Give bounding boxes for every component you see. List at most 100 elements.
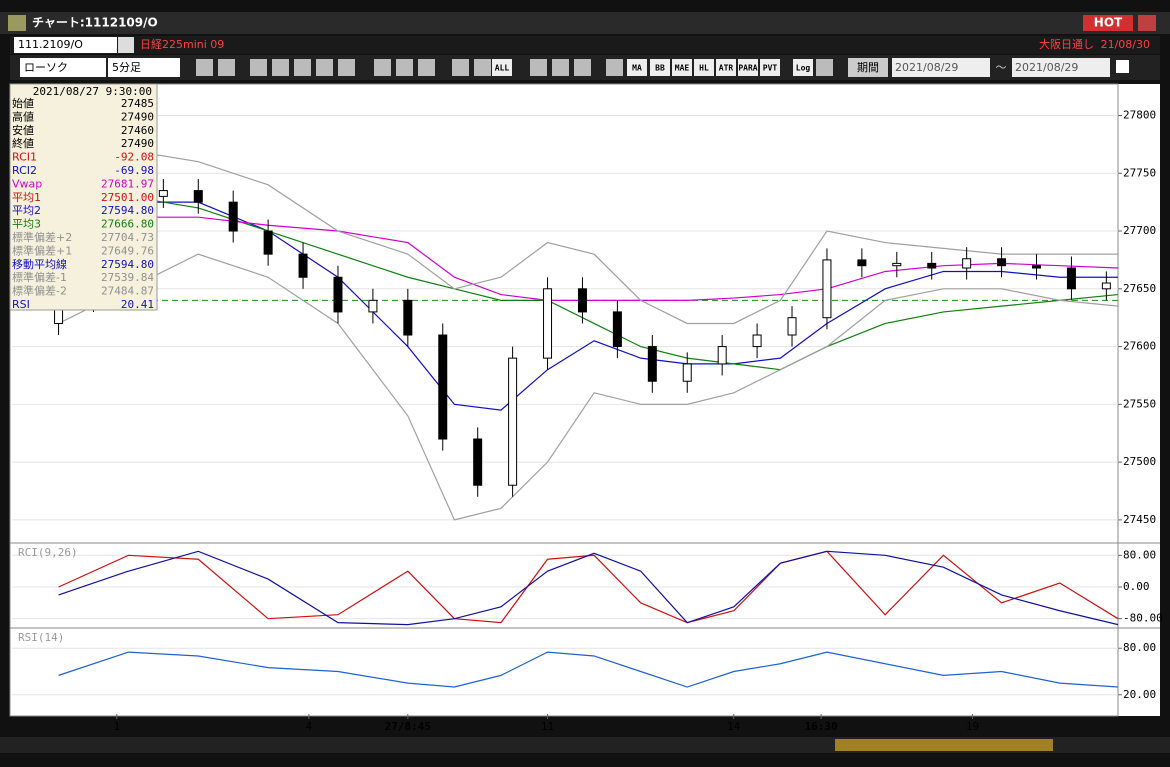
checkbox[interactable] bbox=[1116, 60, 1129, 73]
tool-icon[interactable] bbox=[294, 59, 311, 76]
to-date[interactable]: 2021/08/29 bbox=[1015, 61, 1078, 74]
tool-button-label[interactable]: MAE bbox=[675, 64, 690, 73]
tool-button[interactable] bbox=[694, 59, 714, 76]
x-tick-label: 16:30 bbox=[805, 720, 838, 733]
period[interactable]: 期間 bbox=[857, 61, 879, 74]
info-label: 標準偏差-2 bbox=[12, 284, 67, 298]
indicator-line bbox=[58, 253, 1119, 521]
info-value: -92.08 bbox=[114, 151, 154, 164]
tool-icon[interactable] bbox=[574, 59, 591, 76]
symbol-box[interactable] bbox=[14, 37, 117, 53]
info-value: 27666.80 bbox=[101, 218, 154, 231]
tool-icon[interactable] bbox=[816, 59, 833, 76]
y-tick-label: 27700 bbox=[1123, 224, 1156, 237]
tool-icon[interactable] bbox=[272, 59, 289, 76]
candle-body bbox=[333, 276, 343, 313]
plot-frame bbox=[9, 83, 1119, 717]
tool-button-label[interactable]: ALL bbox=[495, 64, 510, 73]
symbol-dropdown[interactable] bbox=[118, 37, 134, 53]
info-panel bbox=[9, 83, 158, 311]
toolbar-icons: ALL MA BB MAE HL ATR PARA PVT Log bbox=[196, 59, 833, 76]
tool-icon[interactable] bbox=[552, 59, 569, 76]
x-tick-label: 14 bbox=[727, 720, 741, 733]
tool-button[interactable] bbox=[716, 59, 736, 76]
x-tick-label: 27/8:45 bbox=[385, 720, 431, 733]
tool-icon[interactable] bbox=[606, 59, 623, 76]
indicator-line bbox=[58, 550, 1119, 626]
candle-body bbox=[1101, 282, 1111, 290]
tool-button[interactable] bbox=[738, 59, 758, 76]
candle-body bbox=[438, 334, 448, 440]
window-title: チャート:1112109/O bbox=[32, 16, 158, 30]
tool-button-label[interactable]: BB bbox=[655, 64, 665, 73]
candle-body bbox=[577, 288, 587, 313]
session-date: 21/08/30 bbox=[1101, 38, 1150, 51]
tool-button-label[interactable]: ATR bbox=[719, 64, 734, 73]
info-value: 27649.76 bbox=[101, 244, 154, 257]
info-datetime: 2021/08/27 9:30:00 bbox=[33, 85, 152, 98]
info-value: 27594.80 bbox=[101, 204, 154, 217]
tool-icon[interactable] bbox=[530, 59, 547, 76]
tool-button-label[interactable]: PARA bbox=[738, 64, 757, 73]
x-tick-label: 4 bbox=[306, 720, 313, 733]
candle-body bbox=[508, 357, 518, 486]
tool-icon[interactable] bbox=[452, 59, 469, 76]
tool-icon[interactable] bbox=[374, 59, 391, 76]
candle-body bbox=[927, 262, 937, 269]
tool-button-label[interactable]: Log bbox=[796, 64, 811, 73]
tool-icon[interactable] bbox=[418, 59, 435, 76]
info-label: Vwap bbox=[12, 177, 42, 190]
tool-icon[interactable] bbox=[396, 59, 413, 76]
info-label: 平均2 bbox=[12, 204, 41, 217]
info-label: 安値 bbox=[12, 123, 34, 137]
info-label: RCI2 bbox=[12, 164, 37, 177]
tilde: 〜 bbox=[996, 61, 1007, 74]
x-tick-label: 1 bbox=[113, 720, 120, 733]
scroll-thumb[interactable] bbox=[835, 739, 1053, 751]
tool-button[interactable] bbox=[760, 59, 780, 76]
session: 大阪日通し bbox=[1039, 37, 1094, 51]
y-tick-label: 20.00 bbox=[1123, 688, 1156, 701]
hot-label[interactable]: HOT bbox=[1094, 16, 1123, 30]
tool-icon[interactable] bbox=[250, 59, 267, 76]
candle-body bbox=[1066, 267, 1076, 290]
x-tick-label: 19 bbox=[966, 720, 979, 733]
close-button[interactable] bbox=[1138, 15, 1156, 31]
tool-button-label[interactable]: PVT bbox=[763, 64, 778, 73]
y-tick-label: 27500 bbox=[1123, 455, 1156, 468]
candle-body bbox=[228, 201, 238, 232]
tool-button[interactable] bbox=[650, 59, 670, 76]
tool-icon[interactable] bbox=[218, 59, 235, 76]
info-label: 終値 bbox=[12, 136, 34, 150]
info-value: 27490 bbox=[121, 110, 154, 123]
candle-body bbox=[962, 258, 972, 269]
symbol[interactable]: 111.2109/O bbox=[18, 38, 83, 51]
info-value: -69.98 bbox=[114, 164, 154, 177]
chart-type-box[interactable] bbox=[20, 58, 106, 77]
y-tick-label: 27600 bbox=[1123, 340, 1156, 353]
info-label: 標準偏差+2 bbox=[12, 230, 72, 244]
tool-icon[interactable] bbox=[474, 59, 491, 76]
tool-button[interactable] bbox=[627, 59, 647, 76]
toolbar-row-1 bbox=[10, 36, 1160, 54]
tool-button[interactable] bbox=[492, 59, 512, 76]
y-tick-label: 27800 bbox=[1123, 108, 1156, 121]
candle-body bbox=[612, 311, 622, 348]
period-button[interactable] bbox=[848, 58, 888, 77]
tool-icon[interactable] bbox=[316, 59, 333, 76]
chart-type[interactable]: ローソク bbox=[24, 61, 68, 74]
hot-button[interactable] bbox=[1083, 15, 1133, 31]
tool-button-label[interactable]: MA bbox=[632, 64, 642, 73]
to-box[interactable] bbox=[1012, 58, 1110, 77]
tool-button-label[interactable]: HL bbox=[699, 64, 709, 73]
y-tick-label: 80.00 bbox=[1123, 548, 1156, 561]
tool-button[interactable] bbox=[672, 59, 692, 76]
from-date[interactable]: 2021/08/29 bbox=[895, 61, 958, 74]
from-box[interactable] bbox=[892, 58, 990, 77]
candle-body bbox=[403, 299, 413, 336]
tool-icon[interactable] bbox=[196, 59, 213, 76]
tool-icon[interactable] bbox=[338, 59, 355, 76]
tool-button[interactable] bbox=[793, 59, 813, 76]
interval[interactable]: 5分足 bbox=[112, 61, 141, 74]
interval-box[interactable] bbox=[108, 58, 180, 77]
